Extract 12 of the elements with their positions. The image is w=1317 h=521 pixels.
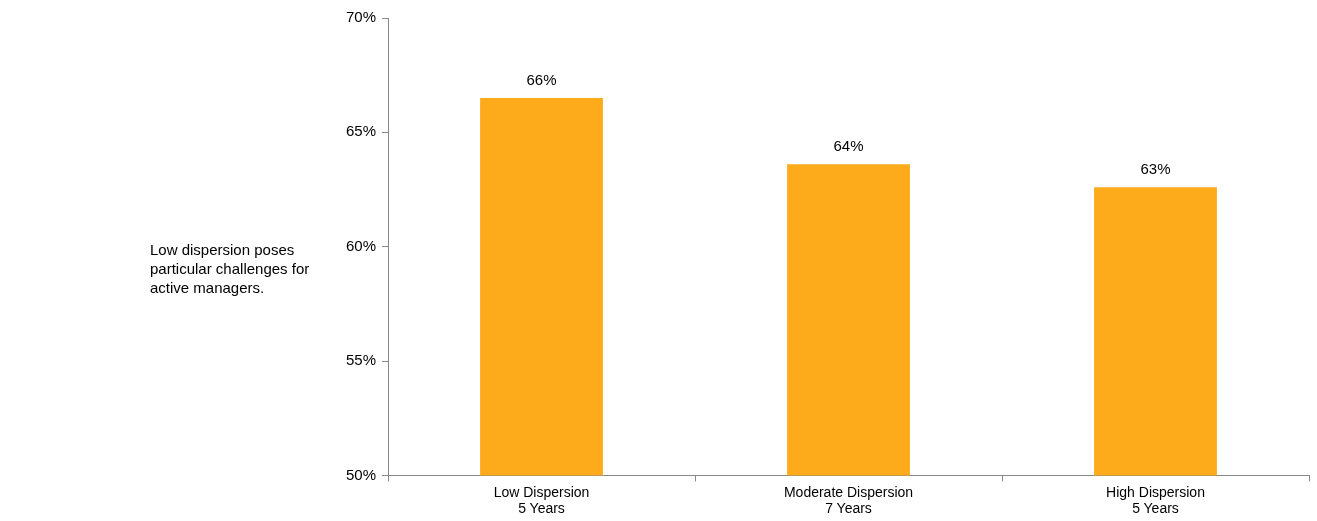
y-tick-label: 50% (345, 465, 377, 483)
x-tick-label: Low Dispersion 5 Years (493, 483, 590, 517)
y-tick-label: 55% (345, 351, 377, 369)
text: Low dispersion poses particular challenges for active managers. (150, 241, 310, 296)
data-label: 64% (833, 137, 864, 155)
y-tick-label: 60% (345, 236, 377, 254)
y-tick-label: 65% (345, 122, 377, 140)
data-label: 63% (1140, 159, 1171, 177)
x-tick-label: High Dispersion 5 Years (1106, 483, 1205, 517)
y-tick-label: 70% (345, 8, 377, 26)
x-tick-label: Moderate Dispersion 7 Years (783, 483, 914, 517)
data-label: 66% (526, 70, 557, 88)
